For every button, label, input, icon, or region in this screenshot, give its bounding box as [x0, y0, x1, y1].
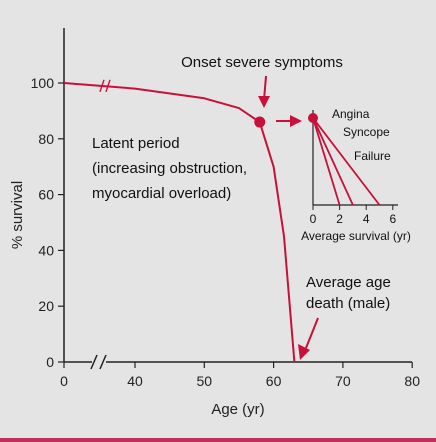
y-tick-label: 0	[46, 354, 54, 370]
inset-survival-line	[312, 117, 341, 206]
x-tick-label: 80	[404, 373, 420, 389]
x-axis-break-mark	[99, 354, 107, 370]
y-axis-label: % survival	[9, 181, 26, 249]
death-annotation: Average age death (male)	[298, 274, 391, 360]
y-ticks: 0 20 40 60 80 100	[31, 75, 64, 370]
x-axis-label: Age (yr)	[211, 401, 264, 418]
inset-tick-label: 2	[336, 212, 343, 226]
survival-curve	[63, 82, 296, 363]
survival-curve-group	[63, 79, 296, 363]
y-tick-label: 60	[38, 187, 54, 203]
curve-break-mark	[105, 79, 111, 93]
death-arrow-head	[298, 344, 310, 360]
inset-chart: 0 2 4 6 Angina Syncope Failure Average surviv…	[301, 107, 411, 243]
y-tick-label: 100	[31, 75, 55, 91]
latent-line-3: myocardial overload)	[92, 185, 231, 202]
inset-x-label: Average survival (yr)	[301, 229, 411, 243]
onset-arrow-head	[258, 96, 270, 108]
death-line-1: Average age	[306, 274, 391, 291]
latent-line-1: Latent period	[92, 135, 180, 152]
inset-line-label: Syncope	[343, 125, 390, 139]
inset-line-label: Failure	[354, 149, 391, 163]
inset-survival-line	[312, 117, 354, 206]
x-tick-label: 60	[266, 373, 282, 389]
y-tick-label: 80	[38, 131, 54, 147]
curve-break-mark	[99, 79, 105, 93]
x-tick-label: 40	[127, 373, 143, 389]
inset-ticks: 0 2 4 6	[310, 205, 396, 226]
x-tick-label: 0	[60, 373, 68, 389]
inset-lines: Angina Syncope Failure	[312, 107, 391, 206]
death-line-2: death (male)	[306, 295, 390, 312]
y-tick-label: 40	[38, 242, 54, 258]
x-ticks: 0 40 50 60 70 80	[60, 354, 420, 389]
x-tick-label: 70	[335, 373, 351, 389]
onset-annotation: Onset severe symptoms	[181, 54, 343, 108]
inset-arrow	[276, 115, 302, 127]
inset-origin-dot	[308, 113, 318, 123]
latent-period-annotation: Latent period (increasing obstruction, m…	[92, 135, 247, 202]
onset-dot	[254, 116, 266, 128]
bottom-border	[0, 438, 436, 442]
y-tick-label: 20	[38, 298, 54, 314]
inset-tick-label: 0	[310, 212, 317, 226]
inset-arrow-head	[290, 115, 302, 127]
inset-survival-line	[312, 117, 381, 206]
onset-label: Onset severe symptoms	[181, 54, 343, 71]
inset-tick-label: 6	[389, 212, 396, 226]
x-tick-label: 50	[197, 373, 213, 389]
inset-line-label: Angina	[332, 107, 370, 121]
latent-line-2: (increasing obstruction,	[92, 160, 247, 177]
death-arrow-line	[305, 317, 319, 349]
x-axis-break-mark	[90, 354, 98, 370]
inset-tick-label: 4	[363, 212, 370, 226]
